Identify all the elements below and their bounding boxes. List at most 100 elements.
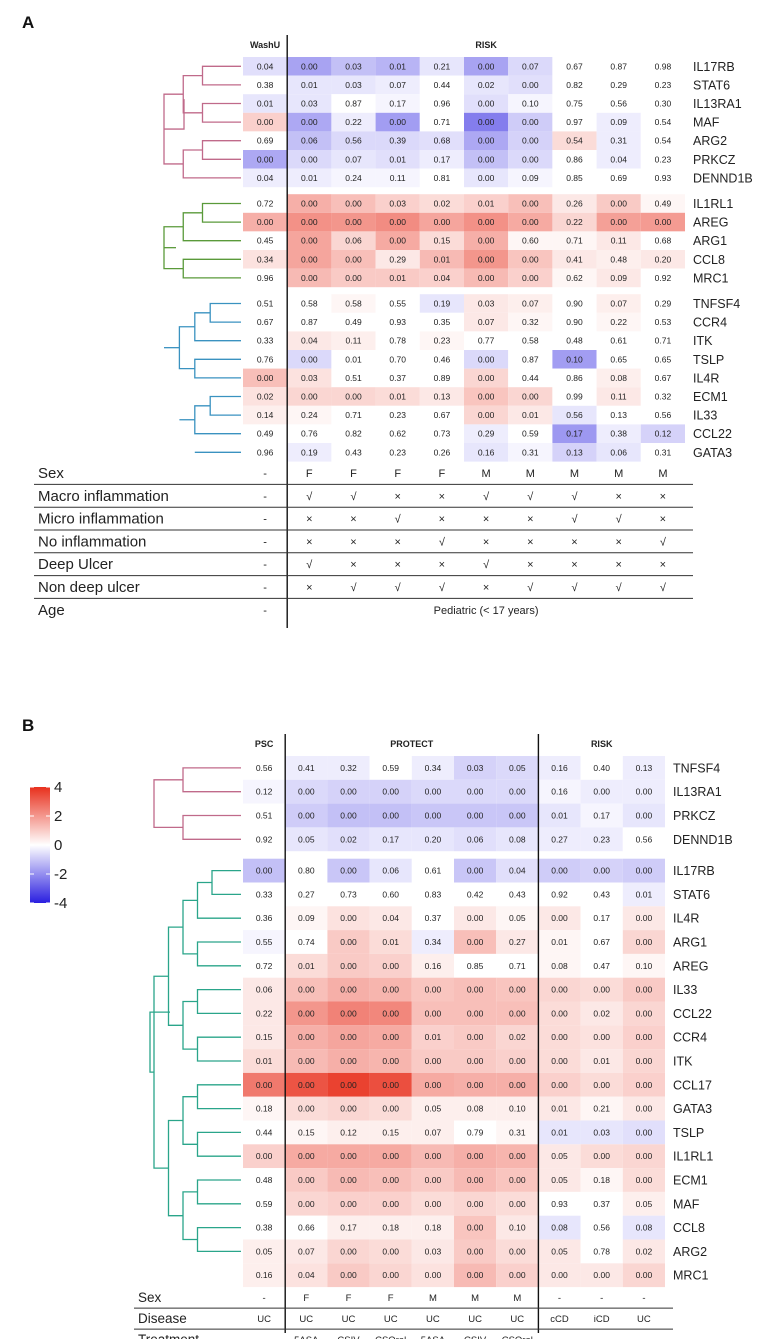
cell-value: 0.11: [611, 236, 627, 246]
heatmap-cell: [411, 827, 454, 852]
gene-label: IL1RL1: [673, 1150, 713, 1164]
heatmap-cell: [580, 1263, 623, 1288]
heatmap-cell: [552, 268, 597, 288]
heatmap-cell: [287, 268, 332, 288]
cell-value: 0.11: [611, 392, 627, 402]
cell-value: 0.00: [593, 787, 610, 797]
cell-value: 0.08: [467, 1104, 484, 1114]
gene-label: ARG2: [673, 1245, 707, 1259]
age-first: -: [263, 605, 267, 617]
heatmap-cell: [369, 1239, 412, 1264]
cell-value: 0.85: [467, 961, 484, 971]
cell-value: 0.01: [551, 1104, 568, 1114]
cell-value: 0.00: [425, 1175, 442, 1185]
cell-value: 0.92: [256, 834, 273, 844]
cell-value: 0.82: [566, 80, 583, 90]
cell-value: 0.00: [301, 117, 318, 127]
heatmap-cell: [331, 150, 376, 169]
heatmap-cell: [327, 882, 370, 907]
cell-value: 0.00: [467, 937, 484, 947]
cell-value: 0.96: [257, 273, 274, 283]
gene-label: GATA3: [673, 1102, 712, 1116]
heatmap-cell: [285, 1001, 328, 1026]
cell-value: 0.00: [478, 392, 495, 402]
cell-value: 0.54: [655, 117, 672, 127]
cell-value: 0.10: [509, 1223, 526, 1233]
cell-value: 0.33: [257, 336, 274, 346]
cell-value: 0.29: [610, 80, 627, 90]
heatmap-cell: [331, 443, 376, 462]
cell-value: 0.00: [301, 199, 318, 209]
heatmap-cell: [596, 268, 641, 288]
cell-value: 0.01: [636, 889, 653, 899]
heatmap-cell: [243, 75, 288, 95]
heatmap-cell: [622, 858, 665, 883]
cell-value: 0.06: [301, 136, 318, 146]
heatmap-cell: [580, 827, 623, 852]
cell-value: 0.58: [345, 299, 362, 309]
cell-value: 0.06: [382, 866, 399, 876]
heatmap-cell: [454, 1001, 497, 1026]
gene-label: PRKCZ: [693, 153, 736, 167]
cell-value: 0.72: [257, 199, 274, 209]
cell-value: 0.02: [257, 392, 274, 402]
cell-value: 0.15: [382, 1127, 399, 1137]
age-row-label: Age: [38, 602, 65, 619]
cell-value: 0.48: [566, 336, 583, 346]
heatmap-cell: [243, 930, 286, 954]
heatmap-cell: [454, 1144, 497, 1169]
heatmap-cell: [331, 405, 376, 425]
cell-value: 0.00: [522, 136, 539, 146]
heatmap-cell: [287, 250, 332, 269]
cell-value: 0.00: [382, 1151, 399, 1161]
cell-value: 0.07: [298, 1246, 315, 1256]
cell-value: 0.43: [345, 447, 362, 457]
gene-label: AREG: [693, 216, 728, 230]
heatmap-cell: [508, 294, 553, 313]
heatmap-cell: [331, 250, 376, 269]
cell-value: 0.16: [425, 961, 442, 971]
cell-value: 0.56: [256, 763, 273, 773]
meta-value: iCD: [594, 1314, 610, 1325]
column-group-header: RISK: [591, 739, 613, 749]
cell-value: 0.22: [610, 317, 627, 327]
cell-value: 0.00: [636, 811, 653, 821]
cell-value: 0.00: [478, 154, 495, 164]
meta-value: cCD: [550, 1314, 569, 1325]
heatmap-cell: [419, 194, 464, 213]
cell-value: 0.00: [551, 1056, 568, 1066]
heatmap-cell: [369, 1001, 412, 1026]
heatmap-cell: [596, 150, 641, 169]
heatmap-cell: [454, 827, 497, 852]
cell-value: 0.08: [636, 1223, 653, 1233]
cell-value: 0.00: [301, 217, 318, 227]
cell-value: 0.36: [256, 913, 273, 923]
heatmap-cell: [508, 150, 553, 169]
dendrogram-cluster-green-branch: [201, 202, 241, 223]
heatmap-cell: [419, 387, 464, 406]
cell-value: 0.03: [425, 1246, 442, 1256]
heatmap-cell: [327, 1120, 370, 1145]
cell-value: 0.00: [551, 1270, 568, 1280]
meta-value: -: [263, 1293, 266, 1304]
cell-value: 0.00: [340, 1151, 357, 1161]
heatmap-cell: [243, 827, 286, 852]
cell-value: 0.01: [301, 173, 318, 183]
heatmap-cell: [622, 953, 665, 978]
meta-row-label: Disease: [138, 1311, 187, 1326]
meta-value: CSOral: [502, 1335, 533, 1339]
cell-value: 0.00: [522, 80, 539, 90]
cell-value: 0.00: [522, 117, 539, 127]
cell-value: 0.00: [298, 1199, 315, 1209]
heatmap-cell: [285, 1120, 328, 1145]
heatmap-cell: [640, 75, 685, 95]
cell-value: 0.99: [566, 392, 583, 402]
cell-value: 0.00: [467, 1032, 484, 1042]
heatmap-cell: [538, 1049, 581, 1073]
cell-value: 0.11: [390, 173, 406, 183]
cell-value: 0.00: [636, 937, 653, 947]
cell-value: 0.17: [382, 834, 399, 844]
heatmap-cell: [508, 57, 553, 76]
heatmap-cell: [640, 112, 685, 132]
heatmap-cell: [369, 827, 412, 852]
